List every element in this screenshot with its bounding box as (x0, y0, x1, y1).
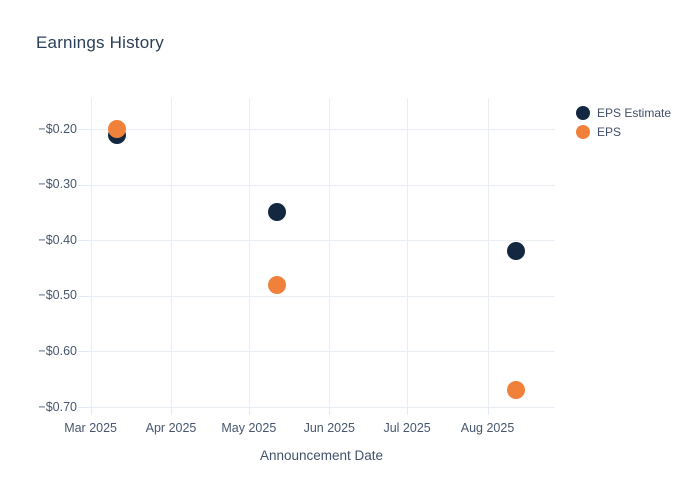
y-tick-mark (78, 129, 88, 131)
legend-item-eps[interactable]: EPS (576, 125, 671, 139)
x-tick-label: Aug 2025 (460, 421, 515, 435)
legend-item-label: EPS Estimate (597, 106, 672, 120)
x-tick-label: Mar 2025 (64, 421, 117, 435)
x-tick-mark (487, 407, 489, 415)
y-tick-mark (78, 295, 88, 297)
y-tick-mark (78, 184, 88, 186)
y-tick-label: −$0.70 (38, 399, 77, 414)
x-tick-mark (248, 407, 250, 415)
chart-title: Earnings History (36, 33, 164, 52)
x-tick-label: Jun 2025 (303, 421, 355, 435)
x-tick-mark (171, 407, 173, 415)
y-tick-mark (78, 240, 88, 242)
x-tick-mark (407, 407, 409, 415)
x-gridline (329, 98, 331, 407)
y-gridline (88, 129, 555, 131)
x-gridline (407, 98, 409, 407)
legend-item-eps-estimate[interactable]: EPS Estimate (576, 106, 671, 120)
y-gridline (88, 407, 555, 408)
x-tick-mark (329, 407, 331, 415)
y-gridline (88, 184, 555, 186)
legend-marker-icon (576, 106, 590, 120)
y-gridline (88, 295, 555, 297)
y-tick-mark (78, 351, 88, 353)
data-point-eps[interactable] (507, 381, 526, 400)
y-tick-mark (78, 407, 88, 408)
y-tick-label: −$0.60 (38, 343, 77, 358)
data-point-eps-estimate[interactable] (268, 203, 287, 222)
x-tick-mark (90, 407, 92, 415)
y-tick-label: −$0.30 (38, 177, 77, 192)
data-point-eps-estimate[interactable] (507, 242, 526, 261)
legend: EPS Estimate EPS (576, 106, 671, 139)
x-tick-label: Apr 2025 (145, 421, 197, 435)
x-gridline (90, 98, 92, 407)
x-gridline (171, 98, 173, 407)
data-point-eps[interactable] (107, 120, 126, 139)
legend-item-label: EPS (597, 125, 622, 139)
x-gridline (248, 98, 250, 407)
x-gridline (487, 98, 489, 407)
y-tick-label: −$0.20 (38, 121, 77, 136)
legend-marker-icon (576, 125, 590, 139)
y-gridline (88, 240, 555, 242)
data-point-eps[interactable] (268, 275, 287, 294)
y-tick-label: −$0.40 (38, 232, 77, 247)
x-tick-label: Jul 2025 (383, 421, 431, 435)
x-tick-label: May 2025 (221, 421, 277, 435)
y-gridline (88, 351, 555, 353)
y-tick-label: −$0.50 (38, 288, 77, 303)
x-axis-title: Announcement Date (259, 448, 384, 463)
